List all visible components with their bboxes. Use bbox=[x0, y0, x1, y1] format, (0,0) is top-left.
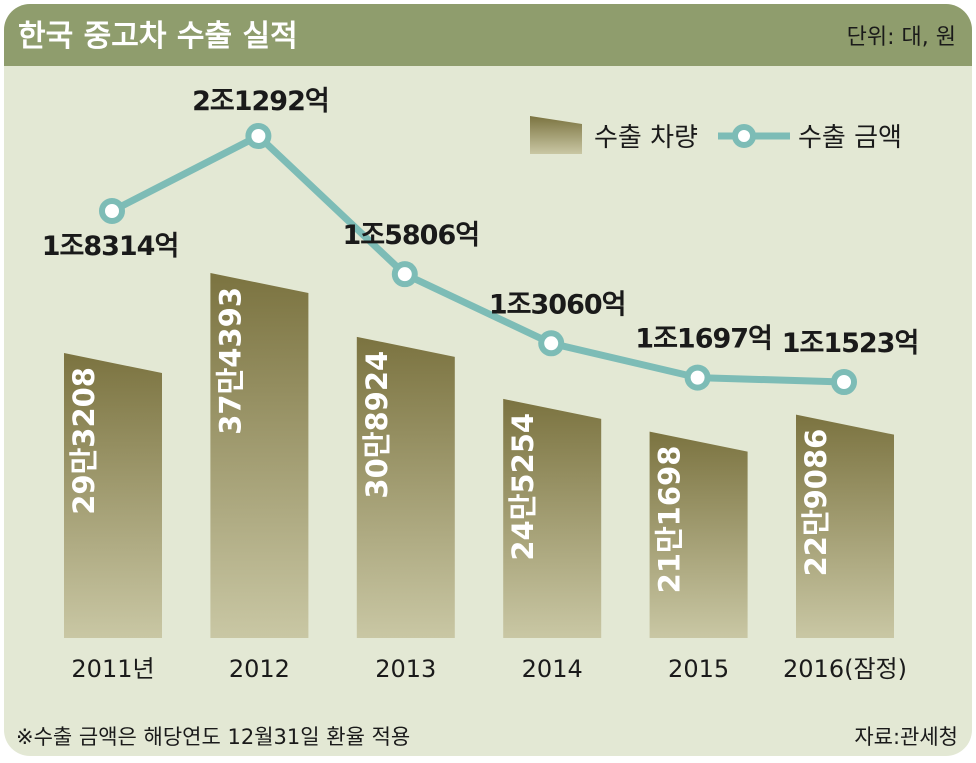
bar-value-label: 29만3208 bbox=[67, 367, 101, 515]
x-tick-label: 2012 bbox=[229, 655, 290, 683]
x-tick-label: 2011년 bbox=[71, 655, 154, 683]
bar-value-label: 37만4393 bbox=[213, 287, 247, 435]
bar-series: 29만3208 37만4393 30만8924 24만5254 21만1698 22만90… bbox=[64, 273, 894, 638]
bar-value-label: 21만1698 bbox=[653, 446, 687, 594]
line-point bbox=[391, 261, 418, 288]
line-value-label: 1조1697억 bbox=[635, 324, 772, 355]
bar bbox=[503, 398, 602, 638]
legend-amount-label: 수출 금액 bbox=[798, 123, 902, 153]
line-value-label: 1조8314억 bbox=[42, 231, 179, 262]
line-point bbox=[831, 369, 857, 395]
line-point bbox=[684, 364, 711, 391]
bar-value-label: 30만8924 bbox=[360, 351, 394, 499]
line-value-label: 1조1523억 bbox=[782, 328, 919, 359]
bar bbox=[796, 414, 894, 638]
amount-line bbox=[110, 132, 845, 386]
bar-value-label: 22만9086 bbox=[799, 429, 833, 577]
header-band bbox=[4, 4, 972, 66]
bar bbox=[210, 273, 309, 638]
line-value-label: 1조5806억 bbox=[342, 220, 479, 251]
line-series: 1조8314억 2조1292억 1조5806억 1조3060억 1조1697억 1조152… bbox=[42, 86, 919, 395]
legend-volume-label: 수출 차량 bbox=[594, 123, 698, 153]
legend: 수출 차량 수출 금액 bbox=[530, 116, 902, 154]
line-point bbox=[245, 123, 272, 149]
x-tick-label: 2016(잠정) bbox=[783, 655, 907, 683]
source-label: 자료:관세청 bbox=[854, 725, 958, 749]
footnote: ※수출 금액은 해당연도 12월31일 환율 적용 bbox=[16, 725, 410, 749]
bar-value-label: 24만5254 bbox=[506, 413, 540, 561]
bar bbox=[356, 336, 455, 638]
legend-bar-swatch bbox=[530, 116, 582, 154]
x-tick-label: 2013 bbox=[375, 655, 436, 683]
legend-line-marker bbox=[732, 124, 756, 148]
line-point bbox=[538, 330, 565, 357]
x-tick-label: 2014 bbox=[522, 655, 583, 683]
x-tick-label: 2015 bbox=[668, 655, 729, 683]
line-point bbox=[99, 197, 125, 224]
bar bbox=[64, 353, 162, 638]
x-axis-labels: 2011년 2012 2013 2014 2015 2016(잠정) bbox=[71, 655, 907, 683]
line-value-label: 1조3060억 bbox=[489, 289, 626, 320]
bar bbox=[649, 431, 748, 638]
unit-label: 단위: 대, 원 bbox=[847, 25, 956, 50]
chart-title: 한국 중고차 수출 실적 bbox=[18, 19, 298, 54]
line-value-label: 2조1292억 bbox=[192, 86, 329, 117]
